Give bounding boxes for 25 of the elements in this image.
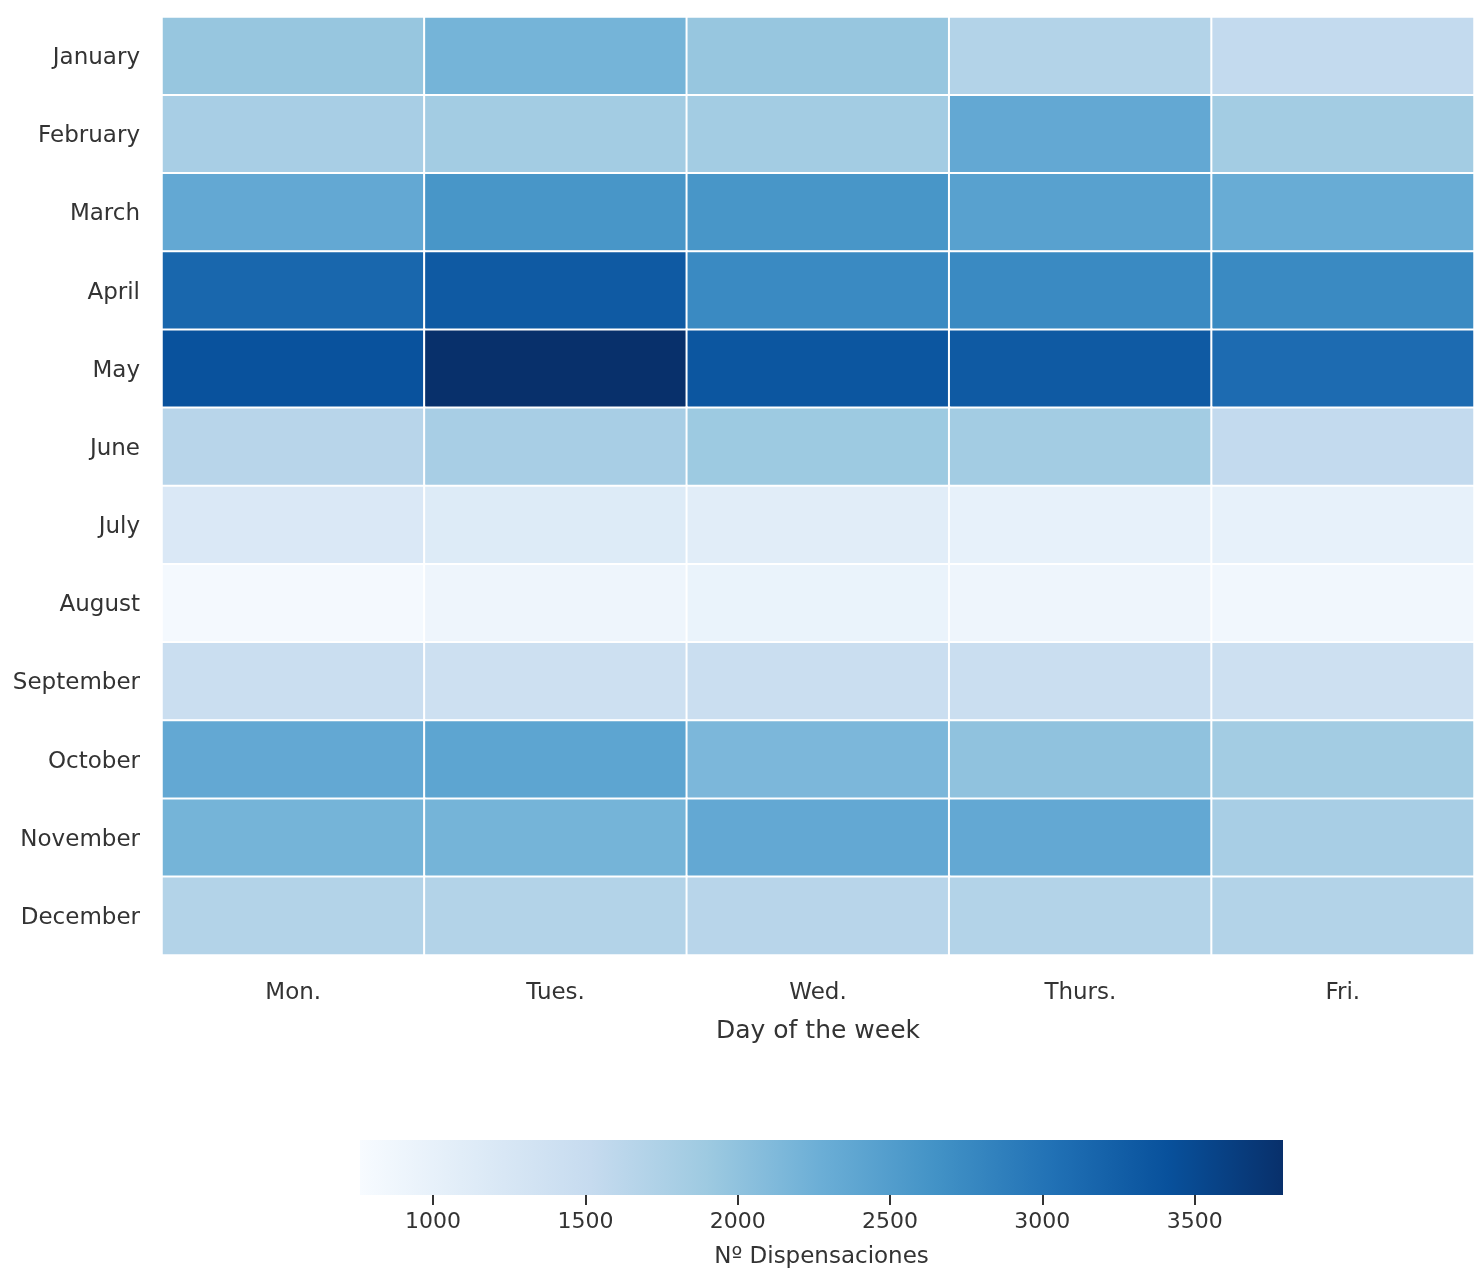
x-tick-label: Wed.: [789, 977, 847, 1004]
color-bar-title: Nº Dispensaciones: [714, 1241, 929, 1268]
y-tick-label: August: [59, 590, 140, 617]
y-tick-label: January: [50, 43, 140, 70]
y-tick-label: June: [87, 433, 140, 460]
x-tick-label: Mon.: [265, 977, 322, 1004]
color-bar-label: 3000: [1014, 1207, 1071, 1233]
y-tick-label: May: [92, 355, 140, 382]
y-tick-label: July: [96, 512, 140, 539]
y-tick-label: April: [87, 277, 140, 304]
x-tick-label: Tues.: [525, 977, 585, 1004]
x-tick-label: Thurs.: [1043, 977, 1117, 1004]
y-tick-label: November: [20, 824, 141, 851]
x-tick-label: Fri.: [1325, 977, 1361, 1004]
y-tick-label: March: [69, 199, 140, 226]
color-bar-label: 3500: [1166, 1207, 1223, 1233]
y-tick-label: September: [12, 668, 141, 695]
y-tick-label: October: [47, 746, 141, 773]
y-tick-label: February: [38, 121, 140, 148]
x-axis-title: Day of the week: [715, 1015, 921, 1044]
color-bar-label: 1000: [405, 1207, 462, 1233]
color-bar-label: 1500: [557, 1207, 614, 1233]
color-bar-label: 2500: [862, 1207, 919, 1233]
y-tick-label: December: [20, 902, 141, 929]
color-bar-label: 2000: [709, 1207, 766, 1233]
